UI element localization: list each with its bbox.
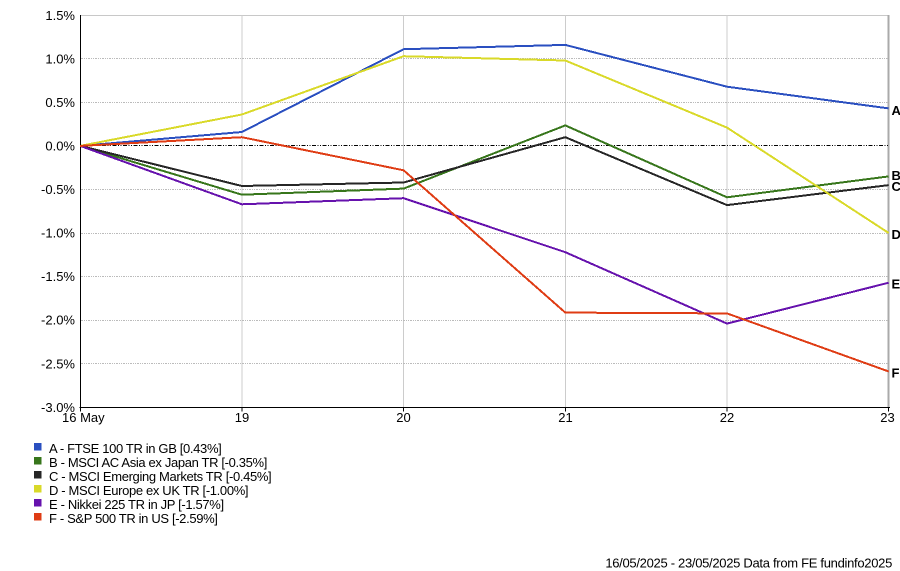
- svg-text:16/05/2025 - 23/05/2025 Data f: 16/05/2025 - 23/05/2025 Data from FE fun…: [605, 555, 892, 570]
- svg-text:F: F: [892, 366, 900, 381]
- svg-text:1.5%: 1.5%: [45, 8, 75, 23]
- svg-text:C - MSCI Emerging Markets TR [: C - MSCI Emerging Markets TR [-0.45%]: [49, 469, 271, 484]
- svg-text:B - MSCI AC Asia ex Japan TR [: B - MSCI AC Asia ex Japan TR [-0.35%]: [49, 455, 267, 470]
- svg-text:21: 21: [558, 410, 572, 425]
- svg-text:E: E: [892, 277, 900, 292]
- svg-text:D: D: [892, 227, 900, 242]
- svg-text:A - FTSE 100 TR in GB [0.43%]: A - FTSE 100 TR in GB [0.43%]: [49, 441, 221, 456]
- svg-text:0.5%: 0.5%: [45, 95, 75, 110]
- svg-text:1.0%: 1.0%: [45, 51, 75, 66]
- svg-text:E - Nikkei 225 TR in JP [-1.57: E - Nikkei 225 TR in JP [-1.57%]: [49, 497, 224, 512]
- svg-text:C: C: [892, 179, 900, 194]
- svg-text:16 May: 16 May: [62, 410, 105, 425]
- svg-text:-3.0%: -3.0%: [41, 400, 75, 415]
- svg-text:-1.0%: -1.0%: [41, 226, 75, 241]
- svg-text:-0.5%: -0.5%: [41, 182, 75, 197]
- svg-text:F - S&P 500 TR in US [-2.59%]: F - S&P 500 TR in US [-2.59%]: [49, 511, 218, 526]
- svg-text:19: 19: [235, 410, 249, 425]
- svg-text:-1.5%: -1.5%: [41, 269, 75, 284]
- svg-text:-2.5%: -2.5%: [41, 356, 75, 371]
- svg-text:-2.0%: -2.0%: [41, 313, 75, 328]
- svg-text:20: 20: [396, 410, 410, 425]
- svg-text:B: B: [892, 168, 900, 183]
- svg-text:23: 23: [880, 410, 894, 425]
- svg-text:22: 22: [720, 410, 734, 425]
- svg-text:D - MSCI Europe ex UK TR [-1.0: D - MSCI Europe ex UK TR [-1.00%]: [49, 483, 248, 498]
- svg-text:0.0%: 0.0%: [45, 139, 75, 154]
- svg-text:A: A: [892, 103, 900, 118]
